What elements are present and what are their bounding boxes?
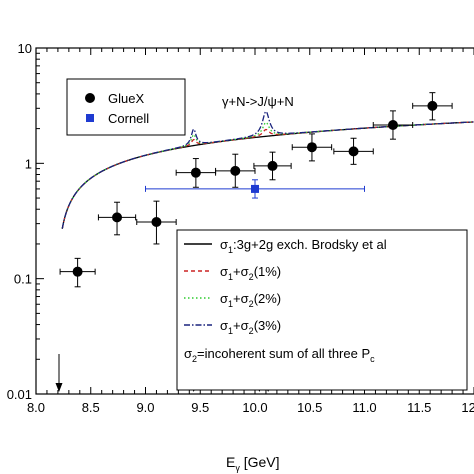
curve-dashdot [61, 110, 474, 229]
y-tick-label: 10 [18, 41, 32, 56]
y-tick-label: 1 [25, 156, 32, 171]
gluex-point [151, 216, 162, 227]
gluex-point [427, 100, 438, 111]
legend-cornell-label: Cornell [108, 111, 149, 126]
y-tick-label: 0.01 [7, 387, 32, 402]
x-tick-label: 10.0 [242, 400, 267, 415]
x-tick-label: 11.0 [352, 400, 376, 415]
gluex-point [306, 142, 317, 153]
x-tick-label: 11.5 [407, 400, 431, 415]
curve-dotted [61, 121, 474, 229]
legend-gluex-marker [85, 93, 95, 103]
x-tick-label: 12.0 [461, 400, 474, 415]
x-axis-title: Eγ [GeV] [226, 454, 280, 473]
gluex-point [387, 119, 398, 130]
legend-note: σ2=incoherent sum of all three Pc [184, 346, 375, 364]
legend-line-label: σ1+σ2(2%) [220, 291, 281, 309]
gluex-point [230, 165, 241, 176]
x-tick-label: 8.0 [27, 400, 45, 415]
legend-points-box [66, 78, 186, 136]
gluex-point [190, 167, 201, 178]
x-tick-label: 8.5 [82, 400, 100, 415]
x-tick-label: 9.5 [191, 400, 209, 415]
legend-line-label: σ1+σ2(1%) [220, 264, 281, 282]
gluex-point [348, 146, 359, 157]
curve-dashed [61, 121, 474, 229]
x-tick-label: 10.5 [297, 400, 322, 415]
legend-points: GlueX Cornell [66, 78, 186, 136]
cornell-point [251, 184, 259, 193]
reaction-annotation: γ+N->J/ψ+N [222, 94, 294, 109]
legend-line-label: σ1:3g+2g exch. Brodsky et al [220, 237, 387, 255]
legend-line-label: σ1+σ2(3%) [220, 318, 281, 336]
legend-lines-box [176, 229, 468, 391]
gluex-point [72, 266, 83, 277]
y-tick-label: 0.1 [14, 272, 32, 287]
legend-cornell-marker [86, 114, 94, 122]
gluex-point [112, 212, 123, 223]
curve-solid [61, 121, 474, 229]
gluex-point [267, 160, 278, 171]
x-tick-label: 9.0 [136, 400, 154, 415]
plot-frame [35, 47, 474, 395]
legend-lines: σ1:3g+2g exch. Brodsky et al σ1+σ2(1%) σ1+… [176, 229, 468, 391]
arrow-head [55, 383, 63, 392]
legend-gluex-label: GlueX [108, 91, 144, 106]
